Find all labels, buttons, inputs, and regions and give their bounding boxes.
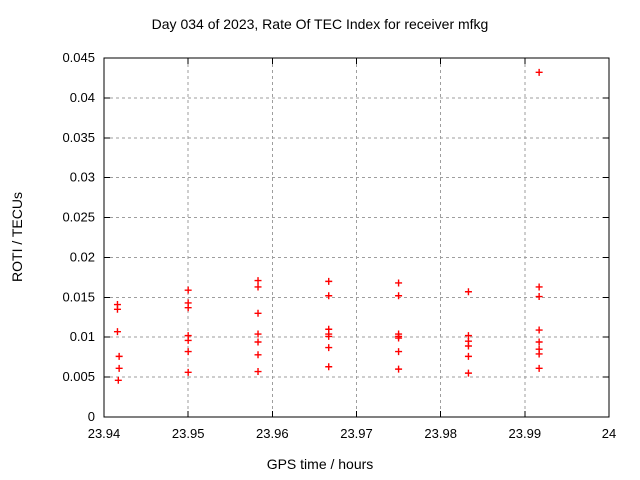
y-tick-label: 0.005	[62, 369, 95, 384]
data-point-marker	[325, 332, 333, 340]
x-axis-label: GPS time / hours	[266, 456, 374, 472]
x-tick-label: 23.98	[424, 426, 457, 441]
y-tick-label: 0.035	[62, 130, 95, 145]
x-tick-label: 23.97	[340, 426, 373, 441]
data-point-marker	[535, 283, 543, 291]
data-point-marker	[114, 376, 122, 384]
data-point-marker	[325, 344, 333, 352]
x-tick-label: 23.96	[256, 426, 289, 441]
data-point-marker	[254, 277, 262, 285]
data-point-marker	[535, 338, 543, 346]
data-point-marker	[115, 352, 123, 360]
data-point-marker	[464, 342, 472, 350]
data-point-marker	[325, 292, 333, 300]
data-point-marker	[464, 352, 472, 360]
y-tick-label: 0.045	[62, 50, 95, 65]
data-point-marker	[395, 348, 403, 356]
x-tick-label: 24	[602, 426, 616, 441]
data-point-marker	[184, 336, 192, 344]
data-point-marker	[464, 288, 472, 296]
data-point-marker	[535, 350, 543, 358]
data-point-marker	[325, 363, 333, 371]
data-point-marker	[395, 279, 403, 287]
data-point-marker	[535, 68, 543, 76]
data-point-marker	[395, 334, 403, 342]
data-point-marker	[254, 368, 262, 376]
y-tick-label: 0.02	[70, 249, 95, 264]
data-point-marker	[113, 305, 121, 313]
x-tick-label: 23.99	[509, 426, 542, 441]
data-point-marker	[464, 369, 472, 377]
y-tick-label: 0.015	[62, 289, 95, 304]
data-point-marker	[395, 365, 403, 373]
data-point-marker	[184, 286, 192, 294]
y-tick-label: 0.03	[70, 170, 95, 185]
plot-border	[103, 57, 610, 418]
y-tick-label: 0.025	[62, 210, 95, 225]
data-point-marker	[184, 368, 192, 376]
data-point-marker	[535, 326, 543, 334]
x-tick-label: 23.94	[88, 426, 121, 441]
data-point-marker	[184, 348, 192, 356]
data-point-marker	[184, 304, 192, 312]
data-point-marker	[254, 309, 262, 317]
data-point-marker	[535, 364, 543, 372]
data-point-marker	[115, 364, 123, 372]
data-point-marker	[254, 330, 262, 338]
y-tick-label: 0.04	[70, 90, 95, 105]
data-point-marker	[325, 277, 333, 285]
data-point-marker	[254, 338, 262, 346]
x-tick-label: 23.95	[172, 426, 205, 441]
data-point-marker	[113, 328, 121, 336]
y-tick-label: 0	[88, 409, 95, 424]
data-point-marker	[254, 283, 262, 291]
data-point-marker	[254, 351, 262, 359]
y-tick-label: 0.01	[70, 329, 95, 344]
data-point-marker	[395, 292, 403, 300]
chart-title: Day 034 of 2023, Rate Of TEC Index for r…	[151, 16, 489, 32]
data-point-marker	[535, 293, 543, 301]
